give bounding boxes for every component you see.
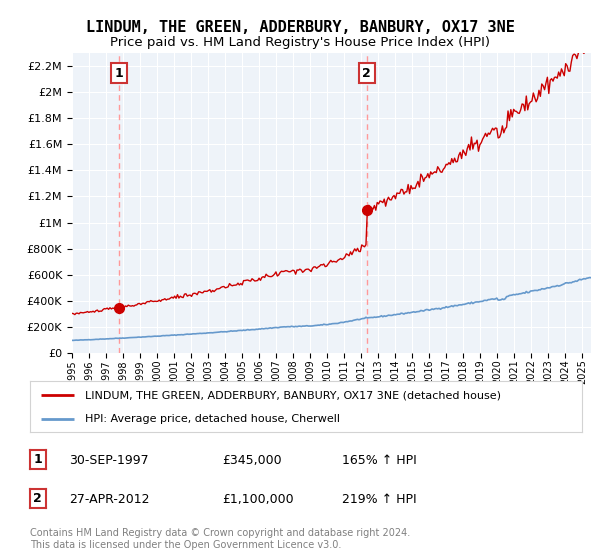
Text: 1: 1 <box>115 67 123 80</box>
Text: £345,000: £345,000 <box>222 454 281 467</box>
Text: 1: 1 <box>34 453 42 466</box>
Text: Price paid vs. HM Land Registry's House Price Index (HPI): Price paid vs. HM Land Registry's House … <box>110 36 490 49</box>
Text: LINDUM, THE GREEN, ADDERBURY, BANBURY, OX17 3NE (detached house): LINDUM, THE GREEN, ADDERBURY, BANBURY, O… <box>85 390 501 400</box>
Text: 30-SEP-1997: 30-SEP-1997 <box>69 454 149 467</box>
Text: 2: 2 <box>362 67 371 80</box>
Text: £1,100,000: £1,100,000 <box>222 493 293 506</box>
Text: HPI: Average price, detached house, Cherwell: HPI: Average price, detached house, Cher… <box>85 414 340 424</box>
Text: 2: 2 <box>34 492 42 506</box>
Text: 165% ↑ HPI: 165% ↑ HPI <box>342 454 417 467</box>
Text: LINDUM, THE GREEN, ADDERBURY, BANBURY, OX17 3NE: LINDUM, THE GREEN, ADDERBURY, BANBURY, O… <box>86 20 514 35</box>
Text: Contains HM Land Registry data © Crown copyright and database right 2024.
This d: Contains HM Land Registry data © Crown c… <box>30 528 410 550</box>
Text: 219% ↑ HPI: 219% ↑ HPI <box>342 493 416 506</box>
Text: 27-APR-2012: 27-APR-2012 <box>69 493 149 506</box>
